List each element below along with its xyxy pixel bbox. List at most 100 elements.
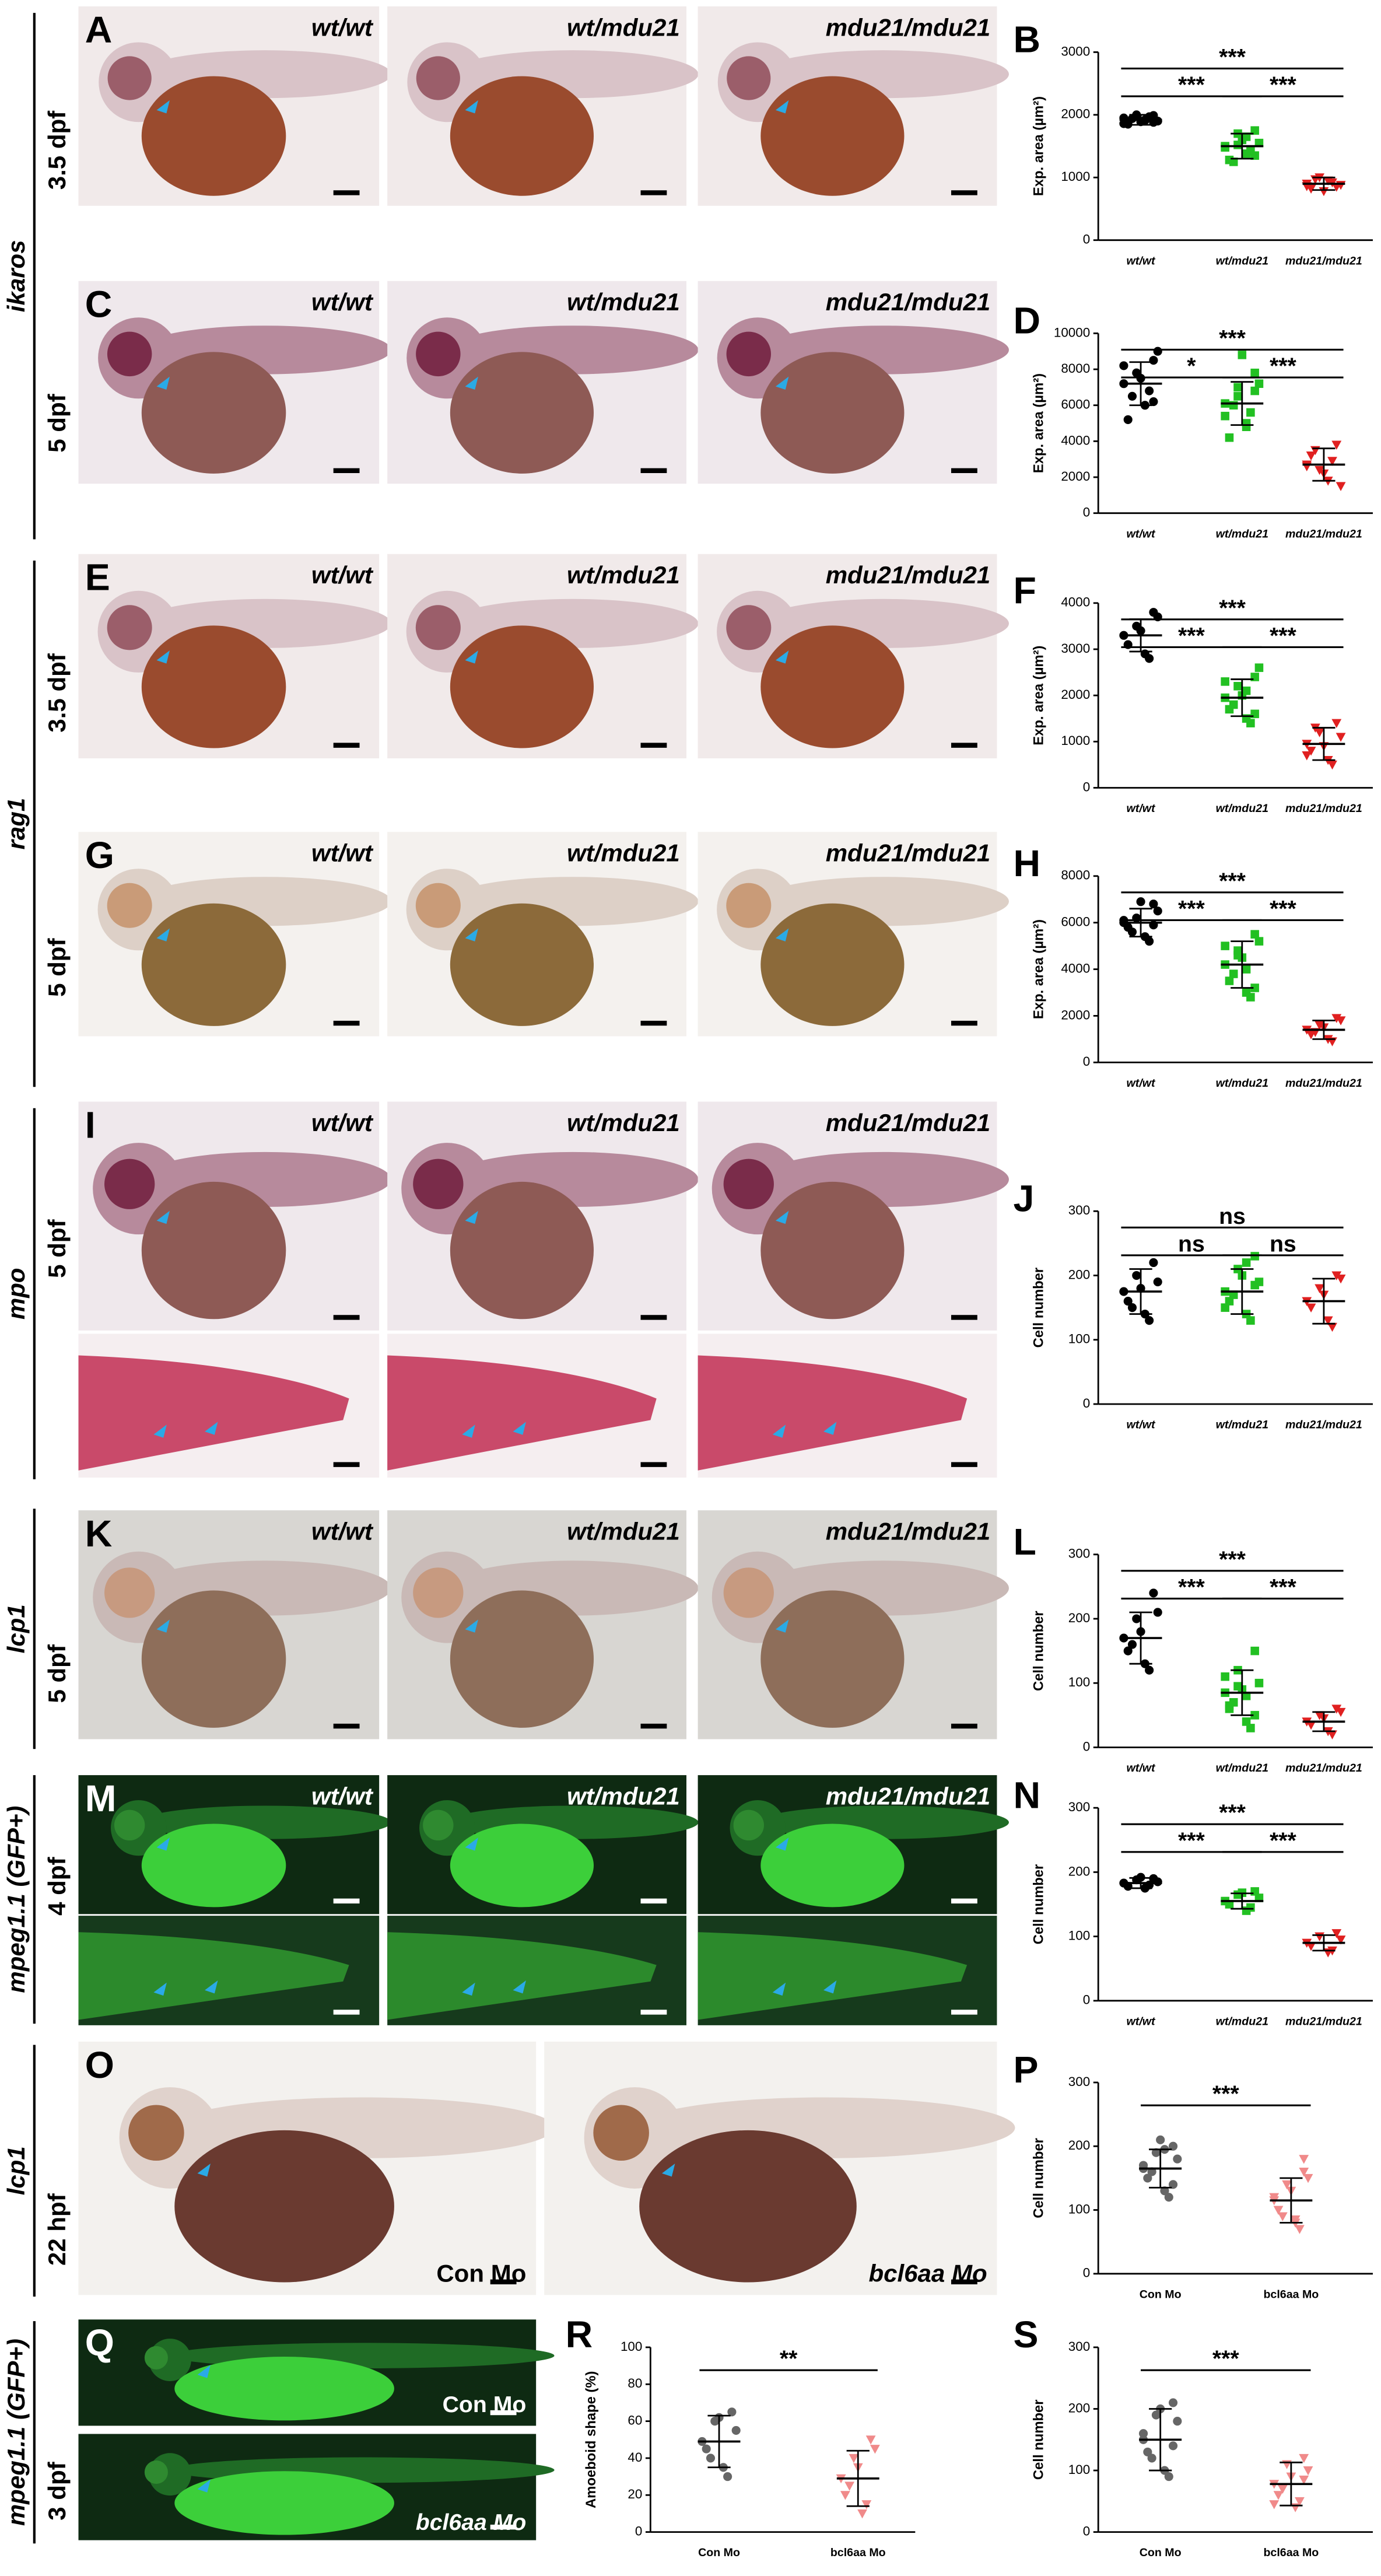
data-point bbox=[1250, 1280, 1259, 1290]
embryo-eye bbox=[415, 605, 461, 650]
data-point bbox=[1233, 392, 1242, 401]
data-point bbox=[1149, 1258, 1158, 1268]
x-tick-label: wt/mdu21 bbox=[1216, 1419, 1268, 1432]
data-point bbox=[1315, 1021, 1325, 1030]
x-tick-label: bcl6aa Mo bbox=[830, 2546, 886, 2559]
y-tick-label: 100 bbox=[1068, 2202, 1090, 2216]
significance-label: *** bbox=[1212, 2346, 1240, 2372]
genotype-label: mdu21/mdu21 bbox=[826, 1782, 991, 1810]
y-tick-label: 0 bbox=[1083, 1396, 1090, 1410]
panel-letter: C bbox=[85, 284, 113, 326]
data-point bbox=[1290, 2215, 1301, 2225]
y-tick-label: 1000 bbox=[1061, 733, 1090, 748]
data-point bbox=[1246, 1316, 1255, 1325]
significance-label: *** bbox=[1270, 72, 1297, 98]
arrowhead bbox=[156, 1838, 170, 1851]
y-tick-label: 0 bbox=[1083, 1993, 1090, 2007]
data-point bbox=[1331, 1704, 1342, 1714]
data-point bbox=[1119, 119, 1128, 128]
x-tick-label: wt/wt bbox=[1127, 254, 1156, 267]
y-tick-label: 0 bbox=[1083, 232, 1090, 247]
data-point bbox=[1299, 2475, 1309, 2485]
arrowhead bbox=[156, 650, 170, 664]
data-point bbox=[1315, 728, 1325, 737]
significance-label: *** bbox=[1270, 1574, 1297, 1600]
y-axis-title: Cell number bbox=[1031, 2399, 1047, 2480]
genotype-label: wt/wt bbox=[311, 13, 374, 41]
x-tick-label: mdu21/mdu21 bbox=[1285, 254, 1362, 267]
arrowhead bbox=[156, 1210, 170, 1224]
data-point bbox=[1233, 1682, 1242, 1691]
data-point bbox=[1315, 1932, 1325, 1942]
data-point bbox=[1153, 1277, 1162, 1287]
data-point bbox=[1229, 970, 1238, 978]
condition-label: Con Mo bbox=[443, 2392, 527, 2417]
arrowhead bbox=[513, 1980, 526, 1994]
arrowhead bbox=[775, 1210, 789, 1224]
panel-letter: M bbox=[85, 1777, 117, 1819]
embryo-eye bbox=[128, 2105, 184, 2161]
arrowhead bbox=[462, 1982, 475, 1996]
stage-label: 5 dpf bbox=[43, 1219, 71, 1278]
embryo-yolk bbox=[141, 1824, 286, 1908]
data-point bbox=[1229, 700, 1238, 709]
data-point bbox=[1153, 1608, 1162, 1617]
significance-label: *** bbox=[1270, 1828, 1297, 1853]
y-axis-title: Exp. area (µm²) bbox=[1031, 646, 1047, 746]
data-point bbox=[1242, 422, 1251, 431]
data-point bbox=[727, 2407, 737, 2417]
data-point bbox=[1254, 1894, 1264, 1902]
data-point bbox=[1327, 1322, 1337, 1332]
data-point bbox=[1127, 391, 1137, 401]
genotype-label: wt/mdu21 bbox=[567, 13, 680, 41]
arrowhead bbox=[156, 376, 170, 390]
panel-letter: P bbox=[1013, 2049, 1038, 2091]
arrowhead bbox=[197, 2479, 211, 2493]
x-tick-label: wt/mdu21 bbox=[1216, 1762, 1268, 1774]
data-point bbox=[731, 2426, 741, 2435]
x-tick-label: bcl6aa Mo bbox=[1263, 2288, 1319, 2301]
y-axis-title: Cell number bbox=[1031, 1268, 1047, 1348]
embryo-eye bbox=[726, 605, 772, 650]
data-point bbox=[1246, 1724, 1255, 1732]
arrowhead bbox=[465, 1210, 478, 1224]
data-point bbox=[1246, 719, 1255, 727]
data-point bbox=[1145, 937, 1154, 946]
panel-letter: E bbox=[85, 556, 110, 598]
y-tick-label: 6000 bbox=[1061, 915, 1090, 929]
y-tick-label: 200 bbox=[1068, 1864, 1090, 1878]
y-tick-label: 0 bbox=[635, 2524, 642, 2539]
data-point bbox=[1149, 1588, 1158, 1598]
significance-label: *** bbox=[1219, 595, 1246, 621]
x-tick-label: mdu21/mdu21 bbox=[1285, 1419, 1362, 1432]
y-tick-label: 0 bbox=[1083, 1739, 1090, 1754]
data-point bbox=[1149, 397, 1158, 407]
data-point bbox=[1233, 951, 1242, 960]
data-point bbox=[1250, 1646, 1259, 1656]
embryo-tail bbox=[78, 1932, 349, 2020]
data-point bbox=[1273, 2491, 1284, 2500]
data-point bbox=[1295, 2225, 1305, 2234]
data-point bbox=[1306, 1942, 1316, 1951]
data-point bbox=[706, 2454, 716, 2463]
y-tick-label: 2000 bbox=[1061, 687, 1090, 702]
y-axis-title: Exp. area (µm²) bbox=[1031, 373, 1047, 473]
condition-label: bcl6aa Mo bbox=[416, 2510, 527, 2535]
condition-label: Con Mo bbox=[436, 2260, 526, 2287]
data-point bbox=[849, 2454, 859, 2463]
x-tick-label: wt/mdu21 bbox=[1216, 802, 1268, 815]
panel-letter: D bbox=[1013, 300, 1040, 342]
data-point bbox=[1123, 1297, 1133, 1306]
panel-letter: F bbox=[1013, 569, 1036, 611]
y-axis-title: Exp. area (µm²) bbox=[1031, 919, 1047, 1019]
y-tick-label: 100 bbox=[621, 2339, 642, 2354]
arrowhead bbox=[775, 1838, 789, 1851]
x-tick-label: wt/wt bbox=[1127, 1762, 1156, 1774]
embryo-eye bbox=[726, 331, 772, 377]
data-point bbox=[1233, 383, 1242, 392]
x-tick-label: wt/mdu21 bbox=[1216, 254, 1268, 267]
arrowhead bbox=[823, 1422, 837, 1435]
embryo-yolk bbox=[141, 1590, 286, 1728]
data-point bbox=[1221, 942, 1229, 950]
data-point bbox=[1254, 663, 1264, 672]
